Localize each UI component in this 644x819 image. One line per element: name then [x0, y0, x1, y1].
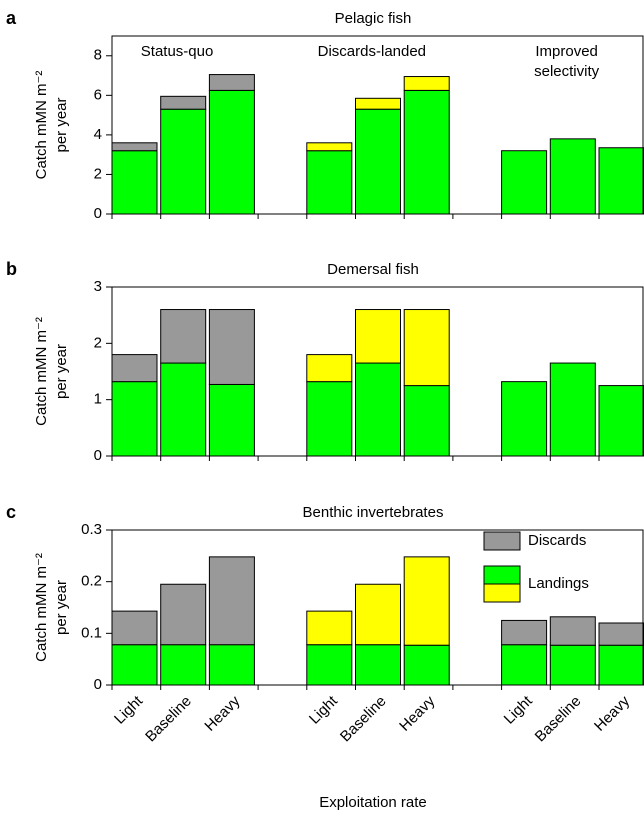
- y-axis-label: Catch mMN m⁻²: [33, 71, 50, 180]
- bar-segment: [208, 556, 255, 646]
- bar-segment: [549, 138, 596, 215]
- x-axis-label: Exploitation rate: [319, 794, 427, 811]
- bar-segment: [549, 362, 596, 457]
- bar-segment: [306, 610, 353, 646]
- panel-label: a: [6, 8, 17, 28]
- y-axis-label: per year: [53, 344, 70, 399]
- plot-frame: [111, 286, 644, 457]
- bar-segment: [306, 150, 353, 215]
- panel-title: Demersal fish: [327, 261, 419, 278]
- bar-segment: [160, 309, 207, 364]
- bar-segment: [355, 108, 401, 215]
- y-axis-label: Catch mMN m⁻²: [33, 553, 50, 662]
- bar-segment: [598, 644, 644, 686]
- bar-segment: [208, 309, 255, 385]
- panel-title: Pelagic fish: [335, 10, 412, 27]
- bar-segment: [111, 354, 158, 383]
- bar-segment: [598, 622, 644, 646]
- bar-segment: [111, 381, 158, 457]
- panel-label: b: [6, 259, 17, 279]
- bar-segment: [598, 147, 644, 215]
- group-label: Improved: [535, 43, 598, 60]
- group-label: Status-quo: [141, 43, 214, 60]
- bar-segment: [208, 383, 255, 457]
- y-tick-label: 1: [94, 391, 102, 408]
- panel-title: Benthic invertebrates: [303, 504, 444, 521]
- x-tick-label: Light: [501, 692, 537, 728]
- bar-segment: [208, 74, 255, 91]
- bar-segment: [501, 150, 548, 215]
- bar-segment: [160, 644, 207, 686]
- y-tick-label: 6: [94, 86, 102, 103]
- y-tick-label: 0: [94, 205, 102, 222]
- x-tick-label: Heavy: [201, 692, 243, 734]
- y-tick-label: 8: [94, 47, 102, 64]
- bar-segment: [403, 76, 450, 91]
- bar-segment: [208, 644, 255, 686]
- bar-segment: [306, 644, 353, 686]
- bar-segment: [403, 644, 450, 686]
- bar-segment: [403, 385, 450, 457]
- bar-segment: [306, 381, 353, 457]
- bar-segment: [111, 142, 158, 152]
- y-tick-label: 0.3: [81, 521, 102, 538]
- bar-segment: [160, 95, 207, 110]
- x-tick-label: Light: [111, 692, 147, 728]
- y-tick-label: 2: [94, 334, 102, 351]
- y-tick-label: 4: [94, 126, 102, 143]
- bar-segment: [549, 644, 596, 686]
- bar-segment: [208, 89, 255, 215]
- y-axis-label: per year: [53, 97, 70, 152]
- bar-segment: [403, 309, 450, 387]
- bar-segment: [355, 362, 401, 457]
- group-label: selectivity: [534, 63, 600, 80]
- y-axis-label: per year: [53, 580, 70, 635]
- bar-segment: [549, 616, 596, 646]
- panel-label: c: [6, 502, 16, 522]
- bar-segment: [160, 583, 207, 646]
- legend-swatch: [483, 531, 521, 551]
- y-tick-label: 0.2: [81, 573, 102, 590]
- group-label: Discards-landed: [318, 43, 426, 60]
- y-tick-label: 0: [94, 447, 102, 464]
- x-tick-label: Heavy: [396, 692, 438, 734]
- y-tick-label: 0: [94, 676, 102, 693]
- bar-segment: [501, 381, 548, 457]
- x-tick-label: Baseline: [337, 693, 390, 746]
- legend-label: Landings: [528, 575, 589, 592]
- legend-swatch: [483, 565, 521, 585]
- bar-segment: [160, 362, 207, 457]
- bar-segment: [403, 89, 450, 215]
- bar-segment: [355, 644, 401, 686]
- y-tick-label: 3: [94, 278, 102, 295]
- bar-segment: [501, 644, 548, 686]
- bar-segment: [111, 150, 158, 215]
- bar-segment: [598, 385, 644, 457]
- bar-segment: [306, 142, 353, 152]
- legend-swatch: [483, 583, 521, 603]
- y-axis-label: Catch mMN m⁻²: [33, 317, 50, 426]
- x-tick-label: Baseline: [532, 693, 585, 746]
- x-tick-label: Heavy: [591, 692, 633, 734]
- y-tick-label: 2: [94, 165, 102, 182]
- bar-segment: [355, 309, 401, 364]
- bar-segment: [111, 610, 158, 646]
- bar-segment: [111, 644, 158, 686]
- bar-segment: [306, 354, 353, 383]
- bar-segment: [403, 556, 450, 646]
- legend-label: Discards: [528, 532, 586, 549]
- bar-segment: [160, 108, 207, 215]
- plot-frame: [111, 529, 644, 686]
- bar-segment: [501, 619, 548, 646]
- bar-segment: [355, 97, 401, 110]
- x-tick-label: Baseline: [142, 693, 195, 746]
- bar-segment: [355, 583, 401, 646]
- x-tick-label: Light: [306, 692, 342, 728]
- plot-frame: [111, 35, 644, 215]
- y-tick-label: 0.1: [81, 624, 102, 641]
